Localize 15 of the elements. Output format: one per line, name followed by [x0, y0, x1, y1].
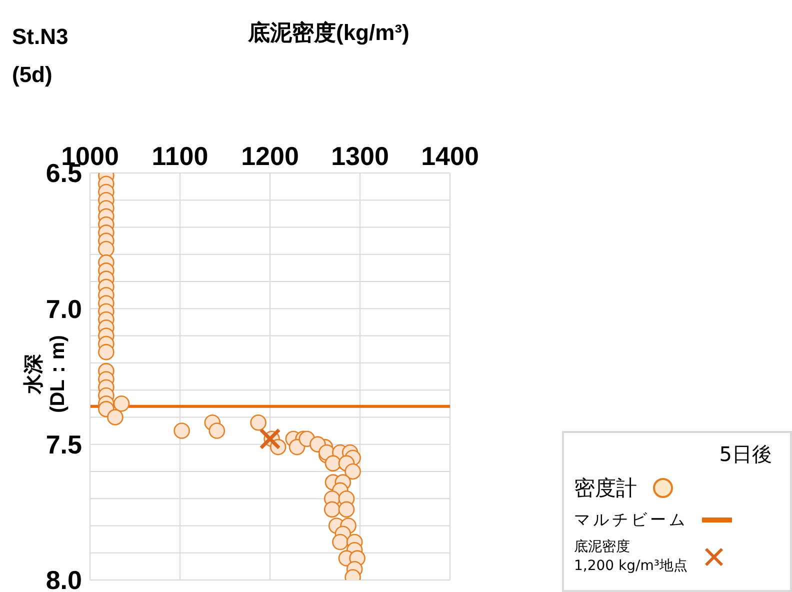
legend-label: マルチビーム	[574, 509, 688, 532]
text: (5d)	[12, 61, 54, 89]
legend-label: 底泥密度 1,200 kg/m³地点	[574, 538, 688, 576]
y-axis-title: 水深 (DL：m)	[22, 334, 70, 415]
text: St.N3	[12, 23, 68, 51]
chart-title: 底泥密度(kg/m³)	[248, 19, 410, 47]
y-tick-label: 7.5	[46, 430, 82, 460]
x-tick-label: 1100	[152, 141, 208, 171]
legend-label: 密度計	[574, 474, 637, 502]
legend-title: 5日後	[718, 440, 773, 468]
x-tick-label: 1300	[331, 141, 389, 171]
y-tick-label: 8.0	[46, 565, 82, 592]
x-tick-label: 1400	[421, 141, 479, 171]
y-tick-label: 7.0	[46, 294, 82, 324]
x-tick-label: 1200	[241, 141, 299, 171]
